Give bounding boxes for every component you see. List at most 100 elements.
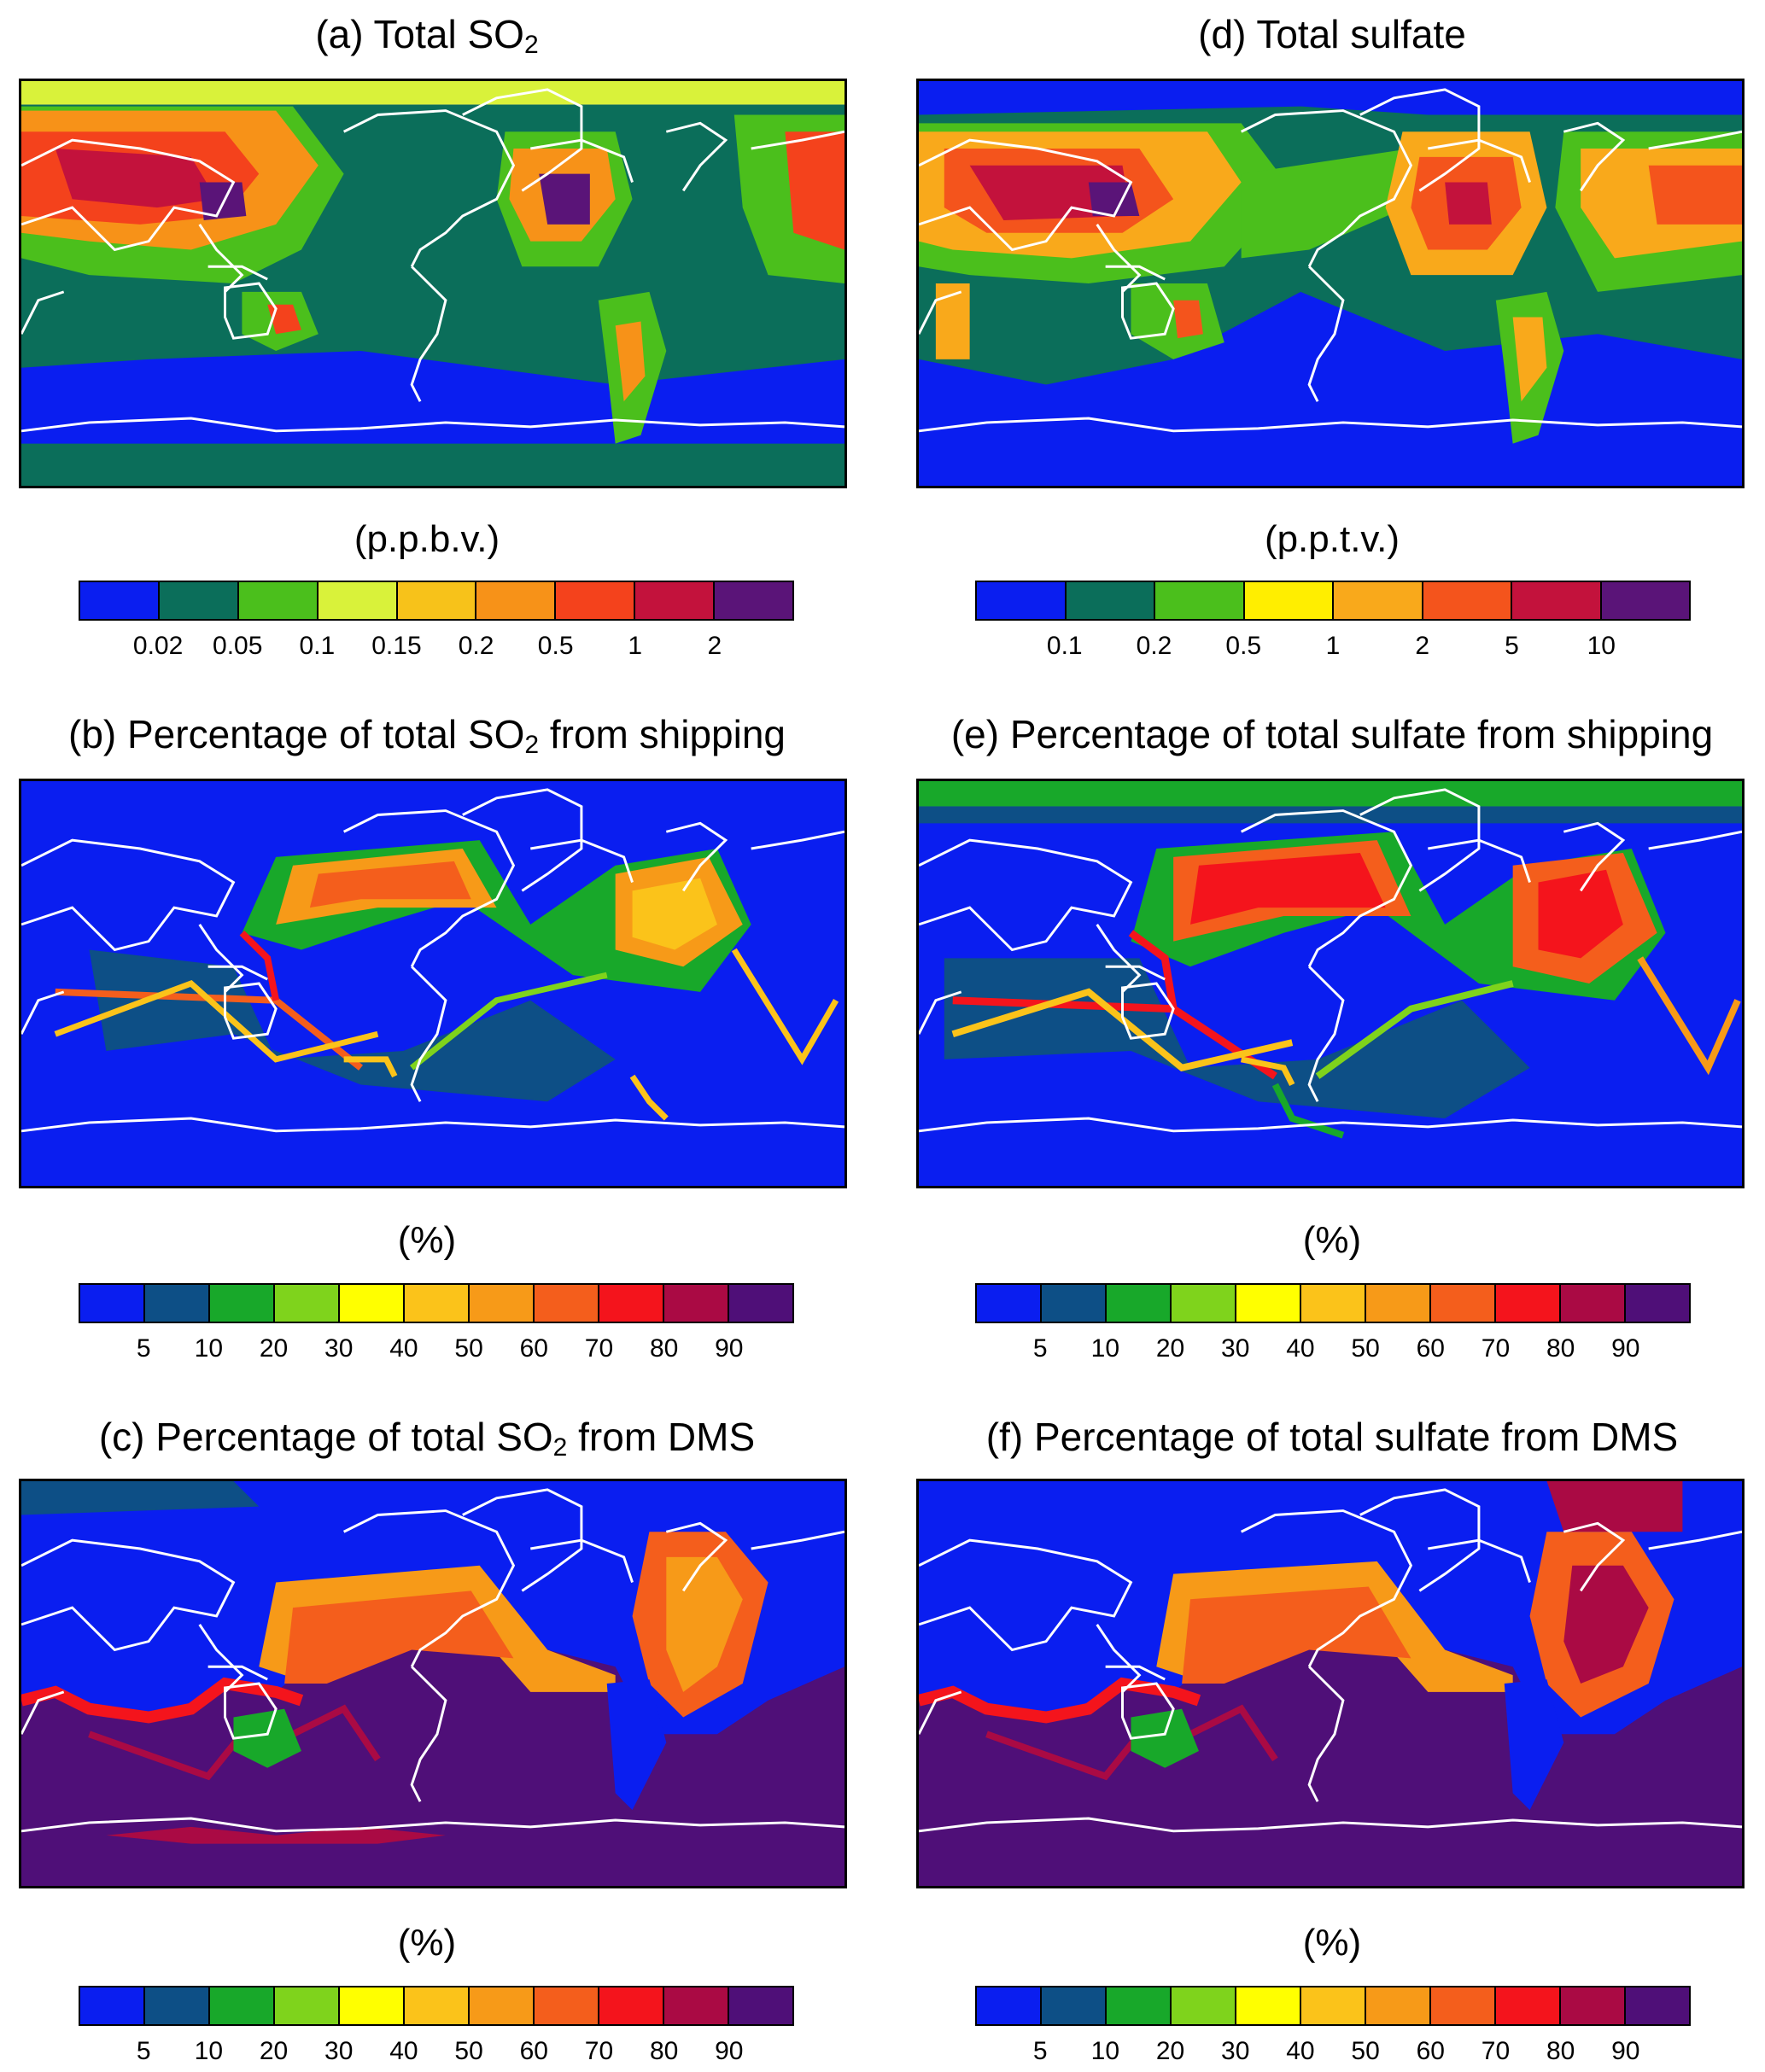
colorbar-swatch bbox=[275, 1987, 340, 2024]
colorbar-percent-b-ticks: 5 10 20 30 40 50 60 70 80 90 bbox=[79, 1334, 794, 1365]
colorbar-tick-label: 60 bbox=[519, 2037, 548, 2065]
colorbar-percent-c-ticks: 5 10 20 30 40 50 60 70 80 90 bbox=[79, 2037, 794, 2068]
panel-c-title: (c) Percentage of total SO2 from DMS bbox=[98, 1415, 756, 1462]
colorbar-swatch bbox=[1236, 1987, 1301, 2024]
map-so2-shipping bbox=[19, 779, 847, 1188]
colorbar-swatch bbox=[535, 1987, 599, 2024]
colorbar-swatch bbox=[1626, 1987, 1689, 2024]
colorbar-swatch bbox=[1366, 1987, 1431, 2024]
colorbar-swatch bbox=[210, 1285, 275, 1322]
colorbar-swatch bbox=[80, 1285, 145, 1322]
panel-e-title: (e) Percentage of total sulfate from shi… bbox=[950, 712, 1714, 756]
colorbar-swatch bbox=[476, 582, 557, 619]
colorbar-swatch bbox=[145, 1987, 210, 2024]
colorbar-swatch bbox=[729, 1285, 792, 1322]
colorbar-swatch bbox=[1561, 1987, 1626, 2024]
colorbar-tick-label: 10 bbox=[1090, 2037, 1120, 2065]
colorbar-swatch bbox=[405, 1285, 470, 1322]
colorbar-swatch bbox=[1042, 1987, 1107, 2024]
colorbar-percent-e-ticks: 5 10 20 30 40 50 60 70 80 90 bbox=[975, 1334, 1691, 1365]
colorbar-swatch bbox=[1561, 1285, 1626, 1322]
colorbar-tick-label: 5 bbox=[136, 1334, 151, 1363]
unit-label-sulfate: (p.p.t.v.) bbox=[1264, 518, 1400, 560]
colorbar-swatch bbox=[664, 1285, 729, 1322]
colorbar-tick-label: 20 bbox=[259, 1334, 289, 1363]
colorbar-swatch bbox=[340, 1285, 405, 1322]
colorbar-tick-label: 50 bbox=[454, 1334, 483, 1363]
colorbar-tick-label: 0.5 bbox=[1225, 632, 1262, 660]
colorbar-swatch bbox=[210, 1987, 275, 2024]
colorbar-swatch bbox=[1172, 1987, 1236, 2024]
colorbar-tick-label: 10 bbox=[194, 2037, 224, 2065]
colorbar-tick-label: 0.1 bbox=[299, 632, 336, 660]
colorbar-tick-label: 80 bbox=[1546, 2037, 1575, 2065]
colorbar-swatch bbox=[715, 582, 793, 619]
colorbar-tick-label: 30 bbox=[324, 2037, 354, 2065]
colorbar-swatch bbox=[159, 582, 239, 619]
colorbar-tick-label: 1 bbox=[1325, 632, 1341, 660]
colorbar-tick-label: 70 bbox=[584, 2037, 614, 2065]
colorbar-tick-label: 80 bbox=[649, 2037, 679, 2065]
colorbar-swatch bbox=[1066, 582, 1155, 619]
colorbar-tick-label: 2 bbox=[1415, 632, 1430, 660]
colorbar-swatch bbox=[80, 582, 160, 619]
colorbar-tick-label: 40 bbox=[1286, 2037, 1315, 2065]
panel-f-title: (f) Percentage of total sulfate from DMS bbox=[985, 1415, 1679, 1459]
colorbar-tick-label: 50 bbox=[454, 2037, 483, 2065]
colorbar-tick-label: 90 bbox=[715, 1334, 744, 1363]
colorbar-swatch bbox=[1107, 1285, 1172, 1322]
unit-label-percent-c: (%) bbox=[397, 1922, 457, 1964]
colorbar-swatch bbox=[1496, 1285, 1561, 1322]
colorbar-swatch bbox=[238, 582, 319, 619]
colorbar-tick-label: 10 bbox=[194, 1334, 224, 1363]
map-total-sulfate bbox=[916, 79, 1745, 488]
unit-label-so2: (p.p.b.v.) bbox=[354, 518, 500, 560]
colorbar-tick-label: 80 bbox=[649, 1334, 679, 1363]
colorbar-swatch bbox=[145, 1285, 210, 1322]
unit-label-percent-e: (%) bbox=[1302, 1219, 1362, 1261]
colorbar-swatch bbox=[729, 1987, 792, 2024]
map-sulfate-shipping bbox=[916, 779, 1745, 1188]
colorbar-swatch bbox=[977, 582, 1067, 619]
colorbar-swatch bbox=[1107, 1987, 1172, 2024]
colorbar-tick-label: 90 bbox=[1611, 2037, 1640, 2065]
colorbar-swatch bbox=[535, 1285, 599, 1322]
colorbar-swatch bbox=[470, 1285, 535, 1322]
panel-a-title: (a) Total SO2 bbox=[315, 12, 539, 59]
colorbar-tick-label: 60 bbox=[519, 1334, 548, 1363]
panel-b-title: (b) Percentage of total SO2 from shippin… bbox=[68, 712, 786, 759]
colorbar-swatch bbox=[556, 582, 636, 619]
colorbar-tick-label: 5 bbox=[136, 2037, 151, 2065]
colorbar-swatch bbox=[80, 1987, 145, 2024]
colorbar-so2-ticks: 0.02 0.05 0.1 0.15 0.2 0.5 1 2 bbox=[79, 632, 794, 662]
colorbar-percent-e bbox=[975, 1283, 1691, 1323]
colorbar-swatch bbox=[1512, 582, 1602, 619]
colorbar-tick-label: 30 bbox=[1221, 1334, 1250, 1363]
colorbar-swatch bbox=[1301, 1285, 1366, 1322]
colorbar-tick-label: 1 bbox=[628, 632, 643, 660]
colorbar-so2 bbox=[79, 581, 794, 621]
panel-d-title: (d) Total sulfate bbox=[1198, 12, 1466, 56]
colorbar-swatch bbox=[1366, 1285, 1431, 1322]
colorbar-tick-label: 0.15 bbox=[371, 632, 422, 660]
colorbar-tick-label: 5 bbox=[1505, 632, 1519, 660]
colorbar-swatch bbox=[1423, 582, 1512, 619]
colorbar-tick-label: 2 bbox=[707, 632, 722, 660]
colorbar-tick-label: 30 bbox=[1221, 2037, 1250, 2065]
colorbar-tick-label: 60 bbox=[1416, 2037, 1445, 2065]
map-sulfate-dms bbox=[916, 1479, 1745, 1888]
colorbar-swatch bbox=[635, 582, 716, 619]
unit-label-percent-f: (%) bbox=[1302, 1922, 1362, 1964]
colorbar-sulfate-ticks: 0.1 0.2 0.5 1 2 5 10 bbox=[975, 632, 1691, 662]
colorbar-swatch bbox=[318, 582, 398, 619]
colorbar-tick-label: 80 bbox=[1546, 1334, 1575, 1363]
colorbar-tick-label: 0.02 bbox=[132, 632, 184, 660]
colorbar-swatch bbox=[664, 1987, 729, 2024]
colorbar-tick-label: 70 bbox=[584, 1334, 614, 1363]
colorbar-tick-label: 0.05 bbox=[213, 632, 263, 660]
map-total-so2 bbox=[19, 79, 847, 488]
colorbar-tick-label: 5 bbox=[1032, 2037, 1048, 2065]
colorbar-tick-label: 0.2 bbox=[458, 632, 494, 660]
colorbar-tick-label: 40 bbox=[389, 2037, 418, 2065]
colorbar-swatch bbox=[1236, 1285, 1301, 1322]
